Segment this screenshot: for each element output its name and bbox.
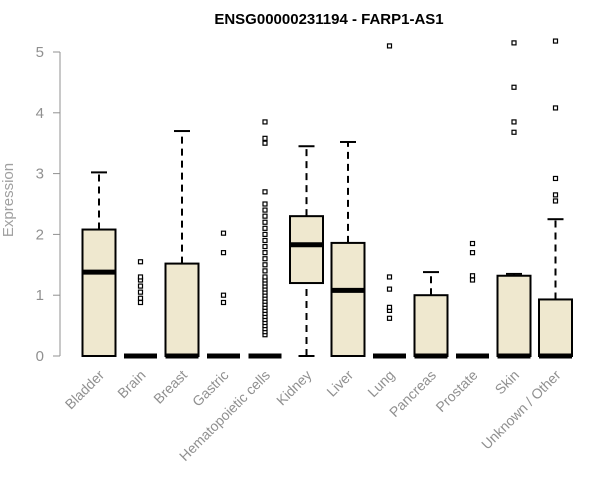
y-tick-label: 2 (36, 226, 44, 243)
y-tick-label: 5 (36, 44, 44, 61)
outlier-point (262, 135, 268, 141)
x-tick-label: Kidney (273, 367, 315, 409)
box-body (413, 294, 449, 358)
outlier-point (469, 240, 476, 247)
box-breast (164, 130, 200, 359)
x-tick-label: Prostate (432, 367, 480, 415)
box-body (538, 298, 573, 357)
outlier-point (552, 38, 559, 44)
outlier-point (137, 259, 144, 265)
outlier-point (262, 207, 268, 213)
x-tick-label: Bladder (62, 367, 108, 413)
box-bladder (81, 171, 117, 357)
x-tick-label: Breast (150, 367, 190, 407)
outlier-point (511, 40, 517, 46)
box-prostate (456, 240, 489, 359)
outlier-point (386, 315, 393, 321)
outlier-point (262, 225, 268, 231)
box-pancreas (413, 271, 449, 359)
outlier-point (262, 237, 268, 244)
box-hematopoietic-cells (248, 119, 282, 359)
outlier-point (552, 192, 559, 198)
outlier-point (137, 299, 144, 306)
box-body (496, 274, 532, 357)
outlier-point (220, 299, 227, 306)
box-unknown-other (538, 38, 573, 359)
y-tick-label: 0 (36, 348, 44, 365)
chart-title: ENSG00000231194 - FARP1-AS1 (214, 11, 443, 28)
box-gastric (207, 230, 240, 359)
box-skin (496, 40, 532, 359)
x-tick-label: Liver (323, 367, 356, 400)
outlier-point (262, 189, 268, 195)
outlier-point (511, 129, 517, 135)
box-body (289, 215, 324, 285)
outlier-point (262, 231, 268, 237)
outlier-point (262, 262, 268, 268)
box-kidney (289, 145, 324, 357)
y-tick-label: 3 (36, 166, 44, 183)
outlier-point (137, 274, 144, 280)
box-body (164, 262, 200, 358)
outlier-point (262, 201, 268, 207)
outlier-point (262, 256, 268, 262)
boxes-group (81, 38, 573, 359)
outlier-point (137, 295, 144, 301)
outlier-point (511, 119, 517, 125)
box-brain (124, 259, 157, 359)
outlier-point (262, 243, 268, 250)
x-tick-label: Unknown / Other (478, 367, 564, 453)
outlier-point (262, 219, 268, 225)
box-lung (373, 43, 406, 359)
y-axis-label: Expression (0, 163, 17, 237)
y-tick-label: 1 (36, 287, 44, 304)
outlier-point (262, 140, 268, 146)
x-tick-label: Brain (114, 367, 148, 401)
outlier-point (220, 230, 227, 236)
outlier-point (386, 43, 393, 49)
outlier-point (386, 304, 393, 310)
outlier-point (469, 250, 476, 256)
outlier-point (262, 250, 268, 256)
outlier-point (262, 213, 268, 219)
outlier-point (386, 286, 393, 292)
y-axis: 0 1 2 3 4 5 (36, 44, 61, 365)
outlier-point (469, 277, 476, 283)
outlier-point (262, 274, 268, 280)
outlier-point (220, 292, 227, 298)
outlier-point (262, 119, 268, 125)
outlier-point (511, 84, 517, 90)
box-body (81, 228, 117, 357)
outlier-point (220, 250, 227, 256)
outlier-point (552, 105, 559, 111)
outlier-point (262, 268, 268, 274)
outlier-point (386, 274, 393, 280)
outlier-point (469, 273, 476, 279)
y-tick-label: 4 (36, 105, 44, 122)
box-body (330, 241, 366, 357)
x-tick-label: Lung (364, 367, 397, 400)
outlier-point (137, 283, 144, 289)
outlier-point (552, 175, 559, 182)
box-liver (330, 140, 366, 357)
outlier-point (137, 289, 144, 295)
x-tick-label: Skin (492, 367, 523, 398)
outlier-point (552, 198, 559, 204)
